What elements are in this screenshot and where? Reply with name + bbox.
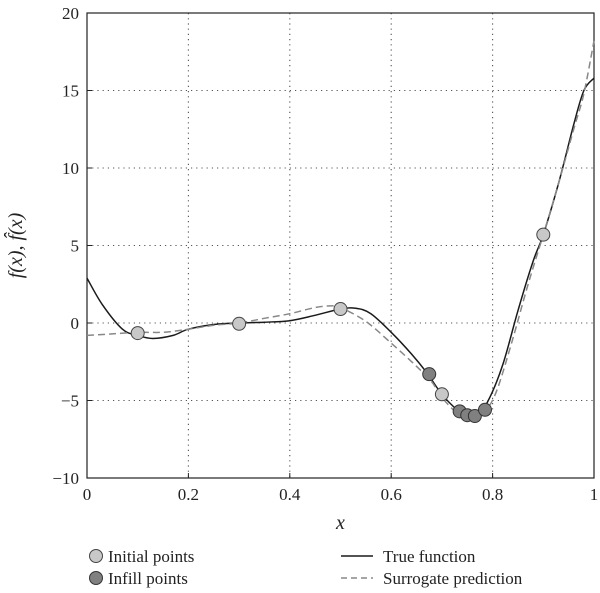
y-tick-label: 5: [71, 237, 80, 256]
legend: Initial points Infill points True functi…: [89, 547, 523, 588]
true-function-line: [86, 77, 595, 418]
y-axis-label: f(x), f̂(x): [3, 212, 27, 278]
y-tick-label: −5: [61, 392, 79, 411]
infill-point: [422, 367, 437, 382]
infill-point: [477, 402, 492, 417]
x-tick-label: 1: [590, 485, 599, 504]
points: [130, 227, 551, 423]
x-tick-label: 0.2: [178, 485, 199, 504]
legend-true-label: True function: [383, 547, 476, 566]
x-tick-label: 0.4: [279, 485, 301, 504]
initial-point: [536, 227, 551, 242]
ticks: 0 0.2 0.4 0.6 0.8 1 −10 −5 0 5 10 15 20: [52, 4, 598, 504]
infill-point: [467, 409, 482, 423]
legend-infill-marker: [89, 571, 103, 585]
x-tick-label: 0.6: [381, 485, 402, 504]
y-tick-label: 0: [71, 314, 80, 333]
initial-point: [232, 316, 247, 331]
legend-infill-label: Infill points: [108, 569, 188, 588]
x-tick-label: 0: [83, 485, 92, 504]
y-tick-label: 15: [62, 82, 79, 101]
series: [86, 40, 595, 418]
surrogate-prediction-line: [86, 40, 595, 416]
initial-point: [130, 326, 145, 341]
y-tick-label: 10: [62, 159, 79, 178]
initial-point: [434, 387, 449, 402]
legend-surrogate-label: Surrogate prediction: [383, 569, 523, 588]
initial-point: [333, 302, 348, 317]
x-axis-label: x: [335, 512, 345, 534]
y-tick-label: 20: [62, 4, 79, 23]
legend-initial-label: Initial points: [108, 547, 194, 566]
y-tick-label: −10: [52, 469, 79, 488]
legend-initial-marker: [89, 549, 103, 563]
x-tick-label: 0.8: [482, 485, 503, 504]
